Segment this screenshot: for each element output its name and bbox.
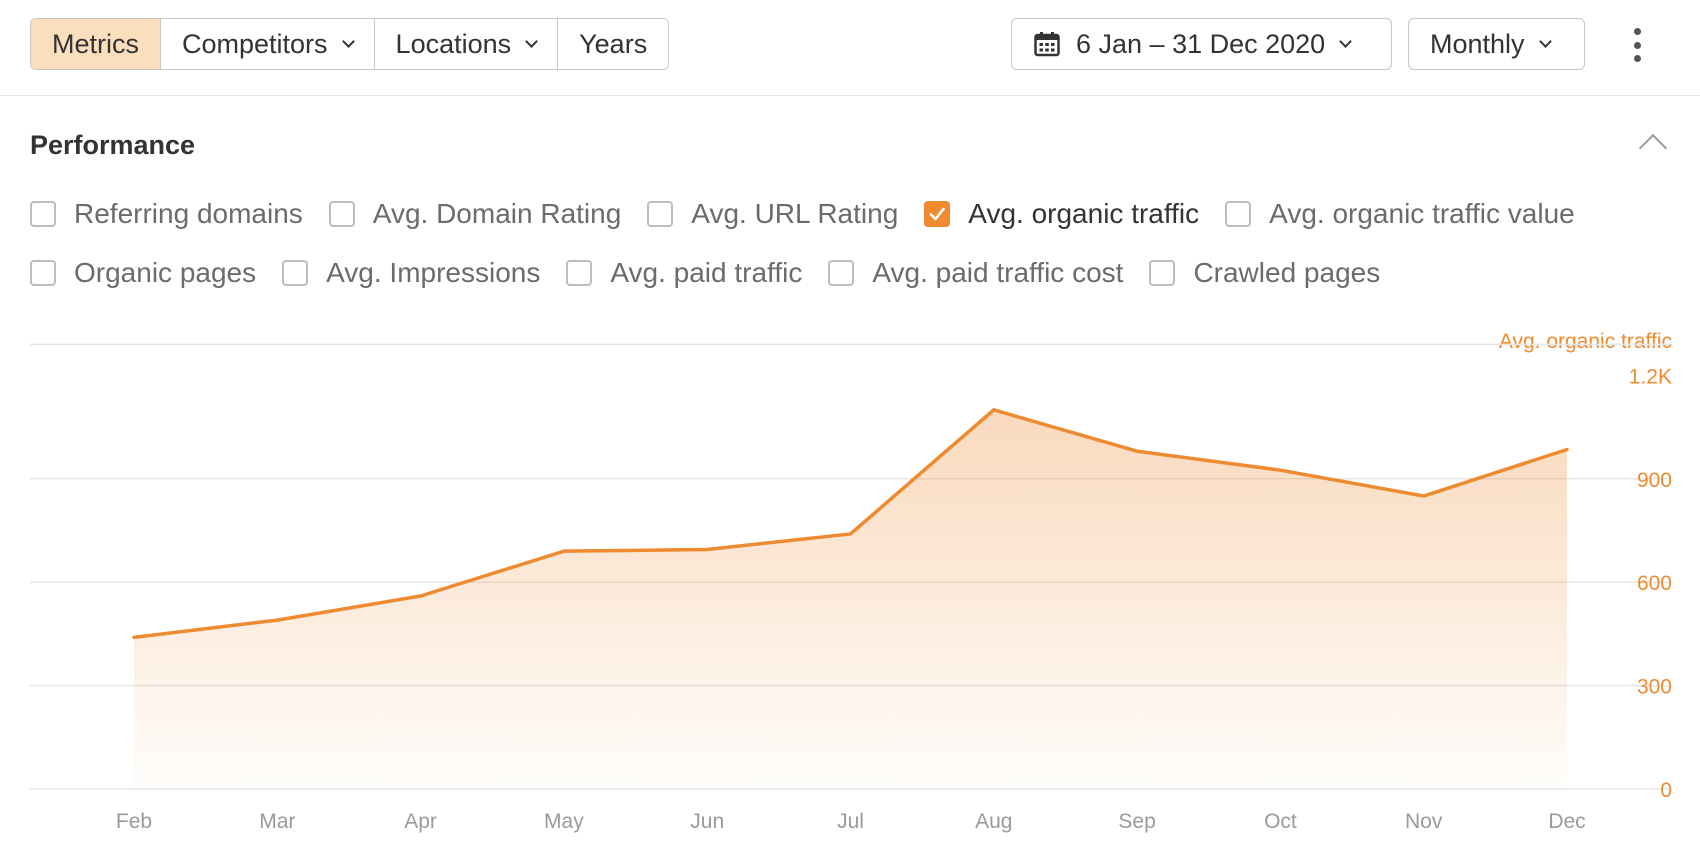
series-label: Avg. organic traffic [1498,330,1672,353]
y-tick-label: 600 [1637,572,1672,595]
checkbox-avg-paid-traffic-cost[interactable]: Avg. paid traffic cost [828,257,1123,289]
checkbox-referring-domains[interactable]: Referring domains [30,198,303,230]
chevron-up-icon[interactable] [1638,133,1668,163]
chevron-down-icon [525,34,539,48]
checkbox-box[interactable] [30,260,56,286]
checkbox-label: Avg. paid traffic cost [872,257,1124,288]
segment-locations-label: Locations [395,28,512,59]
section-title: Performance [30,130,196,160]
checkbox-label: Avg. organic traffic value [1269,198,1575,229]
organic-traffic-chart: Feb Mar Apr May Jun Jul Aug Sep Oct Nov Dec 1.2K 900… [30,343,1672,833]
checkbox-label: Avg. organic traffic [968,198,1200,229]
x-tick-label: Apr [404,810,437,833]
checkbox-avg-organic-traffic-value[interactable]: Avg. organic traffic value [1225,198,1575,230]
more-options-icon[interactable] [1622,26,1652,64]
segment-metrics[interactable]: Metrics [31,19,160,69]
checkbox-label: Organic pages [74,257,257,288]
y-tick-label: 300 [1637,676,1672,699]
x-tick-label: Oct [1264,810,1297,833]
checkbox-label: Referring domains [74,198,303,229]
segment-metrics-label: Metrics [52,28,139,59]
checkbox-box[interactable] [924,201,951,227]
checkbox-box[interactable] [647,201,674,227]
checkbox-box[interactable] [566,260,593,286]
checkbox-box[interactable] [282,260,309,286]
metric-checkbox-row-1: Referring domains Avg. Domain Rating Avg… [30,194,1575,234]
segment-competitors-label: Competitors [182,28,328,59]
checkbox-box[interactable] [1225,201,1252,227]
checkmark-icon [929,207,946,221]
period-select[interactable]: Monthly [1408,18,1585,70]
date-range-label: 6 Jan – 31 Dec 2020 [1076,28,1326,59]
x-tick-label: Mar [259,810,295,833]
segment-locations[interactable]: Locations [373,19,558,69]
checkbox-crawled-pages[interactable]: Crawled pages [1149,257,1380,289]
checkbox-avg-domain-rating[interactable]: Avg. Domain Rating [328,198,622,230]
segment-years[interactable]: Years [557,19,669,69]
calendar-icon [1034,32,1060,57]
checkbox-label: Avg. paid traffic [610,257,803,288]
chart-area: Avg. organic traffic Feb Mar Apr May Jun Jul A… [0,320,1700,858]
chevron-down-icon [1538,34,1552,48]
metric-checkbox-row-2: Organic pages Avg. Impressions Avg. paid… [30,253,1380,293]
series-area [134,409,1567,789]
checkbox-box[interactable] [30,201,56,227]
date-range-button[interactable]: 6 Jan – 31 Dec 2020 [1011,18,1392,70]
x-tick-label: Jun [690,810,724,833]
segment-years-label: Years [579,28,648,59]
chevron-down-icon [1339,34,1353,48]
x-tick-label: Dec [1548,810,1585,833]
checkbox-avg-paid-traffic[interactable]: Avg. paid traffic [566,257,802,289]
y-tick-label: 900 [1637,469,1672,492]
x-tick-label: May [544,810,584,833]
y-tick-label: 1.2K [1629,365,1672,388]
checkbox-avg-url-rating[interactable]: Avg. URL Rating [647,198,898,230]
x-tick-label: Feb [116,810,152,833]
view-segment-group: Metrics Competitors Locations Years [30,18,670,70]
checkbox-box[interactable] [828,260,855,286]
checkbox-box[interactable] [328,201,355,227]
period-label: Monthly [1430,28,1525,59]
checkbox-label: Avg. Impressions [326,257,541,288]
segment-competitors[interactable]: Competitors [160,19,374,69]
x-tick-label: Jul [837,810,864,833]
chevron-down-icon [341,34,355,48]
x-tick-label: Nov [1405,810,1443,833]
checkbox-label: Crawled pages [1193,257,1381,288]
checkbox-label: Avg. URL Rating [691,198,899,229]
checkbox-box[interactable] [1149,260,1176,286]
checkbox-avg-impressions[interactable]: Avg. Impressions [282,257,540,289]
checkbox-avg-organic-traffic[interactable]: Avg. organic traffic [924,198,1199,230]
x-tick-label: Aug [975,810,1012,833]
checkbox-label: Avg. Domain Rating [372,198,622,229]
toolbar: Metrics Competitors Locations Years 6 Ja… [0,0,1700,96]
y-tick-label: 0 [1660,779,1672,802]
checkbox-organic-pages[interactable]: Organic pages [30,257,256,289]
x-tick-label: Sep [1118,810,1155,833]
